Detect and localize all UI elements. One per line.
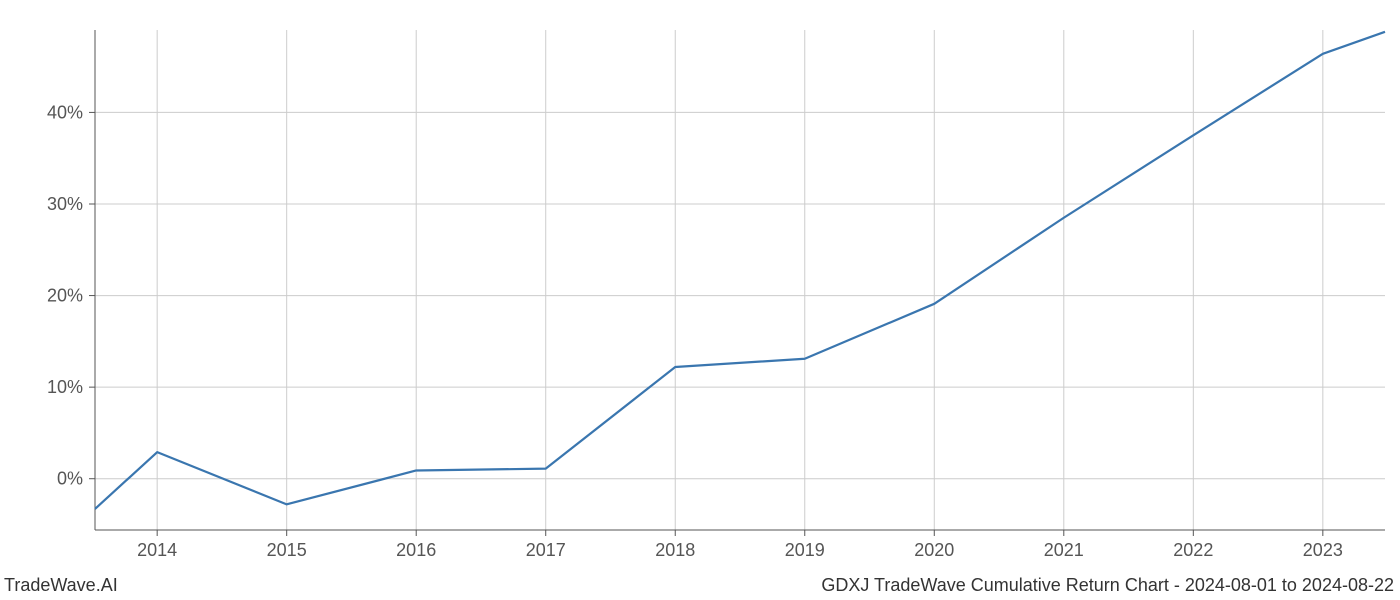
x-tick-label: 2014: [137, 540, 177, 560]
chart-container: 2014 2015 2016 2017 2018 2019 2020 2021 2022 2023…: [0, 0, 1400, 600]
line-chart: 2014 2015 2016 2017 2018 2019 2020 2021 2022 2023…: [0, 0, 1400, 600]
x-tick-label: 2021: [1044, 540, 1084, 560]
y-tick-label: 30%: [47, 194, 83, 214]
y-tick-label: 40%: [47, 102, 83, 122]
x-tick-label: 2015: [267, 540, 307, 560]
y-tick-label: 0%: [57, 469, 83, 489]
y-tick-label: 10%: [47, 377, 83, 397]
x-tick-label: 2017: [526, 540, 566, 560]
x-tick-label: 2022: [1173, 540, 1213, 560]
x-tick-label: 2018: [655, 540, 695, 560]
footer-caption: GDXJ TradeWave Cumulative Return Chart -…: [821, 575, 1394, 596]
y-tick-label: 20%: [47, 286, 83, 306]
x-tick-label: 2019: [785, 540, 825, 560]
x-tick-label: 2023: [1303, 540, 1343, 560]
footer-brand: TradeWave.AI: [4, 575, 118, 596]
x-tick-label: 2020: [914, 540, 954, 560]
data-line: [95, 32, 1385, 509]
x-tick-label: 2016: [396, 540, 436, 560]
